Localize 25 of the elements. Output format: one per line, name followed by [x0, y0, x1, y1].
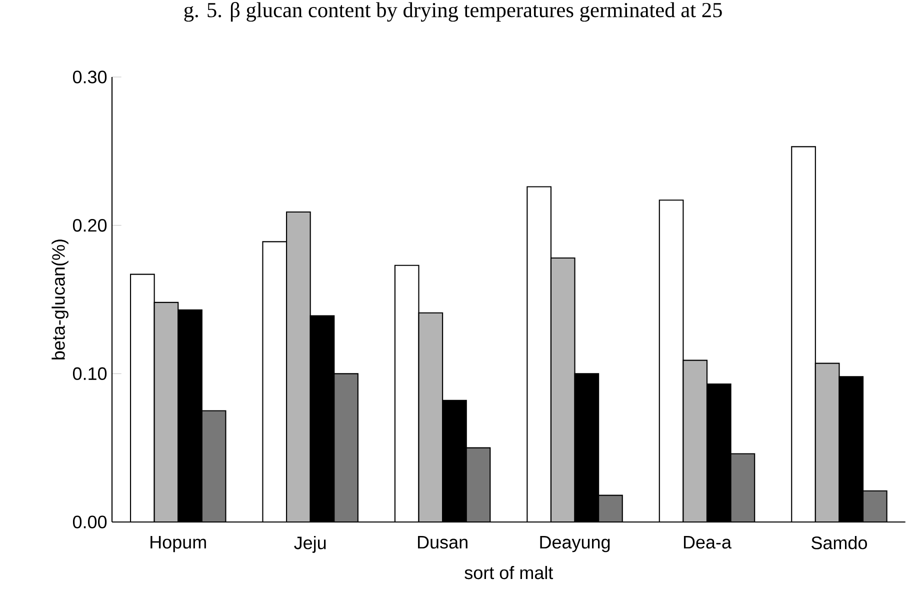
y-axis-title: beta-glucan(%) [52, 240, 68, 360]
x-axis-title: sort of malt [464, 566, 554, 580]
bar [550, 258, 575, 522]
bar [683, 360, 707, 522]
x-tick-label: Deayung [540, 536, 610, 552]
chart-title: g. 5. β glucan content by drying temperatures germinated at 25 [184, 2, 722, 22]
y-tick-label: 0.20 [72, 218, 107, 232]
bar [154, 302, 178, 522]
x-tick-label: Hopum [150, 536, 206, 552]
bar [202, 410, 226, 522]
bar [598, 495, 622, 522]
bar [466, 448, 490, 522]
bar [862, 490, 888, 522]
bar [286, 212, 310, 522]
bar [418, 312, 443, 522]
x-tick-label: Dusan [418, 536, 468, 549]
x-tick-label: Dea-a [684, 536, 732, 549]
y-tick-label: 0.10 [72, 367, 107, 380]
x-tick-label: Samdo [812, 536, 867, 550]
bar [814, 362, 840, 522]
bar [334, 374, 358, 522]
bar [730, 454, 755, 522]
x-tick-label: Jeju [294, 536, 326, 553]
y-tick-label: 0.30 [72, 70, 107, 84]
y-tick-label: 0.00 [72, 516, 107, 528]
